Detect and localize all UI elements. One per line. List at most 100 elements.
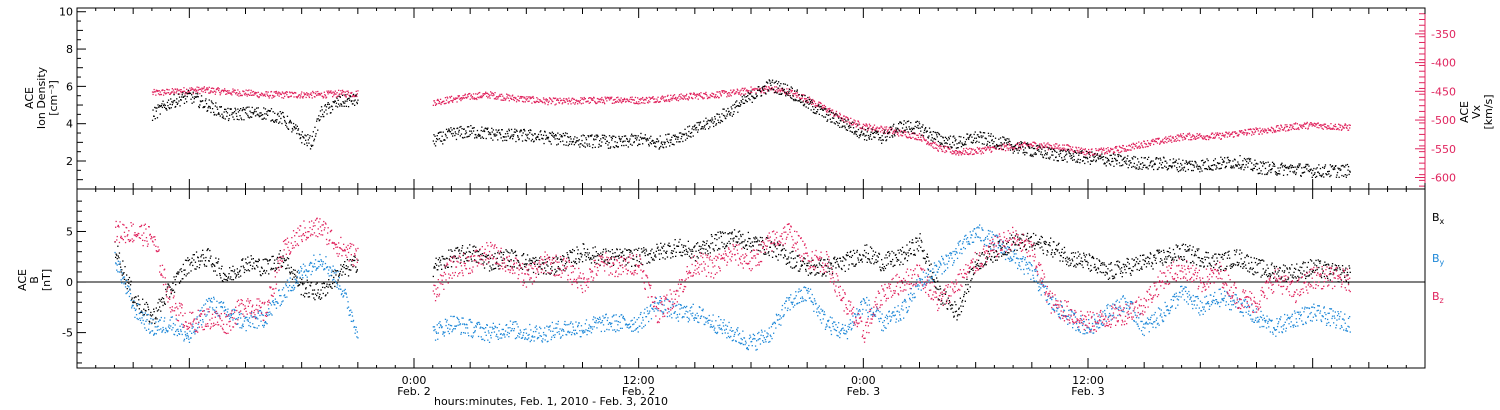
bx-point [166, 286, 169, 288]
vx-point [766, 88, 768, 90]
density-point [875, 132, 877, 134]
vx-point [1171, 141, 1173, 143]
bx-point [305, 288, 307, 290]
vx-point [1123, 148, 1125, 150]
density-point [338, 103, 340, 105]
vx-point [1201, 136, 1203, 139]
density-point [704, 128, 706, 130]
vx-point [1307, 128, 1309, 130]
density-point [1205, 168, 1208, 170]
vx-point [600, 99, 602, 101]
density-point [309, 135, 311, 137]
bx-point [127, 281, 129, 283]
density-point [896, 131, 898, 133]
vx-point [1103, 149, 1105, 151]
vx-point [776, 89, 778, 91]
vx-point [445, 102, 447, 104]
density-point [1329, 164, 1331, 166]
density-point [1126, 163, 1128, 165]
vx-point [490, 91, 492, 93]
vx-point [1276, 130, 1279, 132]
bx-point [501, 259, 503, 261]
density-point [1136, 164, 1138, 166]
density-point [535, 137, 537, 139]
density-point [1149, 164, 1151, 166]
vx-point [688, 97, 691, 99]
vx-point [633, 99, 635, 101]
density-point [1117, 154, 1119, 156]
vx-point [868, 123, 871, 125]
vx-point [730, 89, 732, 91]
vx-point [1051, 146, 1053, 148]
bx-point [193, 259, 195, 261]
density-point [1291, 166, 1293, 168]
vx-point [866, 125, 868, 127]
density-point [552, 132, 555, 135]
vx-point [215, 88, 218, 91]
density-point [968, 138, 970, 140]
density-point [334, 100, 336, 102]
vx-point [1226, 136, 1229, 138]
density-point [648, 143, 650, 146]
density-point [589, 145, 591, 147]
vx-point [740, 89, 742, 91]
density-point [454, 134, 456, 137]
bx-point [620, 252, 622, 254]
density-point [531, 133, 533, 135]
vx-point [720, 95, 722, 97]
density-point [922, 124, 924, 126]
density-point [198, 105, 200, 108]
density-point [706, 122, 709, 125]
bx-point [523, 263, 525, 265]
vx-point [1177, 139, 1179, 141]
vx-point [1135, 145, 1137, 147]
bx-point [177, 273, 180, 275]
bx-point [251, 258, 253, 260]
vx-point [744, 93, 747, 95]
vx-point [564, 101, 567, 103]
vx-point [192, 92, 194, 95]
density-point [776, 83, 779, 85]
density-point [688, 125, 691, 127]
density-point [1154, 162, 1156, 165]
density-point [710, 119, 712, 121]
density-point [1082, 160, 1084, 162]
density-point [1249, 158, 1252, 160]
density-point [1130, 162, 1132, 164]
density-point [615, 136, 617, 138]
density-point [553, 136, 555, 138]
density-point [883, 132, 885, 135]
density-point [639, 136, 642, 138]
density-point [818, 104, 820, 106]
vx-point [490, 94, 492, 96]
density-point [1259, 161, 1262, 163]
vx-point [651, 97, 653, 99]
top-left-ylabel-line3: [cm⁻³] [47, 80, 60, 116]
density-point [1303, 171, 1306, 173]
density-point [1092, 155, 1094, 157]
bx-point [567, 256, 569, 258]
bx-point [159, 306, 161, 308]
vx-point [727, 94, 729, 96]
vx-point [918, 133, 921, 135]
vx-point [888, 127, 890, 129]
vx-point [296, 97, 298, 99]
bx-point [518, 264, 520, 267]
vx-point [1273, 129, 1275, 131]
density-point [885, 139, 888, 141]
density-point [864, 135, 866, 137]
density-point [209, 107, 211, 109]
vx-point [476, 98, 478, 101]
density-point [953, 144, 955, 146]
density-point [947, 139, 949, 141]
density-point [570, 143, 573, 145]
density-point [550, 143, 552, 145]
vx-point [917, 134, 919, 136]
density-point [558, 138, 561, 140]
vx-point [1090, 151, 1092, 154]
density-point [1236, 165, 1238, 167]
bx-point [597, 253, 599, 255]
density-point [1312, 169, 1314, 172]
vx-point [253, 93, 256, 95]
density-point [313, 140, 315, 142]
